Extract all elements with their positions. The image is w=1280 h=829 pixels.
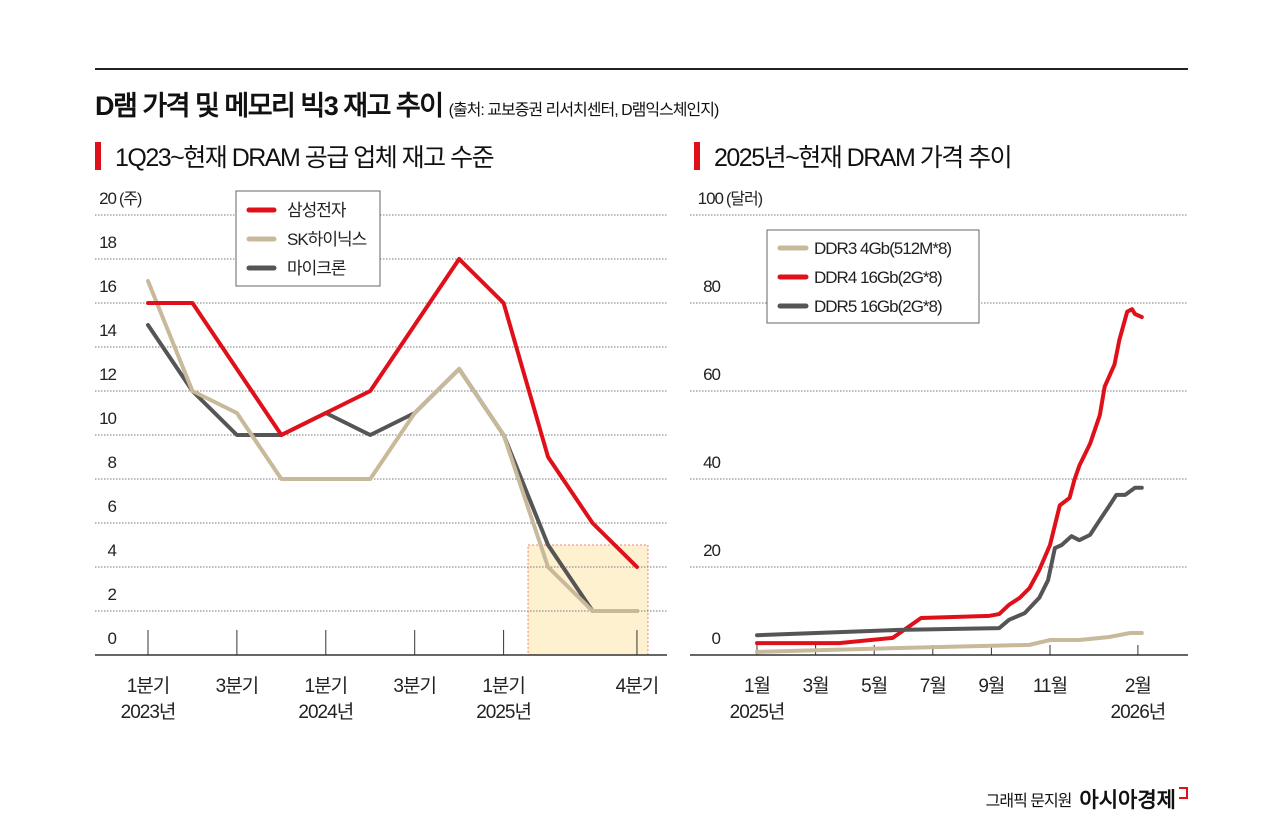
legend-label: DDR4 16Gb(2G*8)	[814, 268, 942, 287]
x-tick-label: 3분기	[393, 675, 436, 697]
legend-label: DDR3 4Gb(512M*8)	[814, 239, 951, 258]
x-tick-label: 3월	[803, 675, 829, 697]
brand-mark-icon	[1179, 787, 1188, 799]
y-tick-label: 20	[99, 189, 116, 208]
left-chart-title: 1Q23~현재 DRAM 공급 업체 재고 수준	[95, 138, 495, 174]
series-line-1	[755, 307, 1144, 646]
legend-label: DDR5 16Gb(2G*8)	[814, 297, 942, 316]
x-tick-label: 5월	[861, 675, 887, 697]
y-tick-label: 6	[108, 497, 117, 516]
y-tick-label: 2	[108, 585, 117, 604]
y-tick-label: 18	[99, 233, 116, 252]
x-tick-label: 11월	[1033, 675, 1067, 697]
y-tick-label: 0	[712, 629, 721, 648]
x-tick-label-year: 2025년	[476, 701, 531, 723]
right-legend: DDR3 4Gb(512M*8) DDR4 16Gb(2G*8) DDR5 16Gb…	[766, 229, 980, 324]
x-tick-label: 2월	[1125, 675, 1151, 697]
x-tick-label-year: 2026년	[1111, 701, 1166, 723]
x-tick-label: 7월	[920, 675, 946, 697]
series-line-1	[146, 279, 639, 613]
y-tick-label: 60	[703, 365, 720, 384]
x-tick-label-year: 2024년	[298, 701, 353, 723]
left-chart-title-text: 1Q23~현재 DRAM 공급 업체 재고 수준	[115, 144, 495, 172]
x-tick-label: 1분기	[127, 675, 170, 697]
series-line-0	[146, 257, 639, 569]
x-tick-label: 1월	[744, 675, 770, 697]
y-tick-label: 4	[108, 541, 117, 560]
legend-label: 삼성전자	[287, 201, 347, 220]
title-accent-bar	[95, 142, 101, 170]
x-tick-label: 3분기	[216, 675, 259, 697]
x-tick-label: 1분기	[305, 675, 348, 697]
y-tick-label: 12	[99, 365, 116, 384]
y-tick-label: 16	[99, 277, 116, 296]
title-accent-bar	[694, 142, 700, 170]
credit: 그래픽 문지원 아시아경제	[986, 784, 1188, 814]
series-line-0	[755, 631, 1144, 654]
y-tick-label: 20	[703, 541, 720, 560]
right-chart-title-text: 2025년~현재 DRAM 가격 추이	[714, 144, 1013, 172]
legend-label: SK하이닉스	[287, 230, 367, 249]
brand-logo: 아시아경제	[1079, 789, 1176, 812]
series-line-2	[755, 485, 1144, 638]
series-line-2	[146, 323, 639, 613]
top-rule	[95, 68, 1188, 70]
y-tick-label: 8	[108, 453, 117, 472]
y-tick-label: 10	[99, 409, 116, 428]
y-tick-label: 100	[698, 189, 724, 208]
y-tick-label: 40	[703, 453, 720, 472]
y-axis-unit: (주)	[119, 191, 142, 208]
x-tick-label-year: 2025년	[730, 701, 785, 723]
x-tick-label-year: 2023년	[121, 701, 176, 723]
x-tick-label: 4분기	[616, 675, 659, 697]
x-tick-label: 1분기	[482, 675, 525, 697]
y-tick-label: 80	[703, 277, 720, 296]
y-axis-unit: (달러)	[726, 190, 763, 208]
credit-text: 그래픽 문지원	[985, 793, 1073, 810]
x-tick-label: 9월	[978, 675, 1004, 697]
page-title: D램 가격 및 메모리 빅3 재고 추이 (출처: 교보증권 리서치센터, D램익…	[95, 84, 720, 123]
y-tick-label: 14	[99, 321, 116, 340]
source-note: (출처: 교보증권 리서치센터, D램익스체인지)	[448, 102, 720, 119]
title-text: D램 가격 및 메모리 빅3 재고 추이	[95, 91, 444, 121]
y-tick-label: 0	[108, 629, 117, 648]
right-chart-title: 2025년~현재 DRAM 가격 추이	[694, 138, 1013, 174]
legend-label: 마이크론	[287, 259, 346, 278]
